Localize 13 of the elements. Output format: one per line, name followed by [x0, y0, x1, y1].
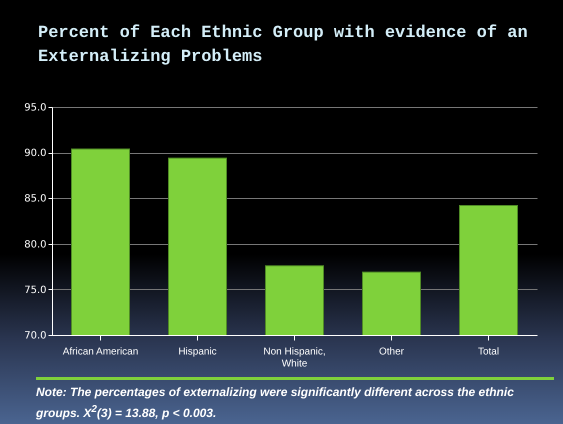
y-tick-label: 75.0 — [24, 284, 46, 296]
y-tick-label: 70.0 — [24, 330, 46, 342]
x-tick-label: Other — [378, 346, 405, 358]
x-tick-label: Hispanic — [178, 346, 217, 358]
x-tick-label: Non Hispanic, White — [263, 346, 326, 370]
x-tick-label: Total — [478, 346, 500, 358]
y-tick-label: 90.0 — [24, 148, 46, 160]
y-tick-label: 80.0 — [24, 239, 46, 250]
text: Note: The percentages of externalizing were significantly different across the ethnic groups. X$^{2}$(3) = 13.88, p < 0.003. — [36, 384, 515, 422]
x-tick-label: African American — [62, 346, 138, 358]
y-tick-label: 95.0 — [24, 102, 46, 114]
y-tick-label: 85.0 — [24, 194, 46, 205]
chart-title: Percent of Each Ethnic Group with evidence of an Externalizing Problems — [38, 23, 529, 69]
